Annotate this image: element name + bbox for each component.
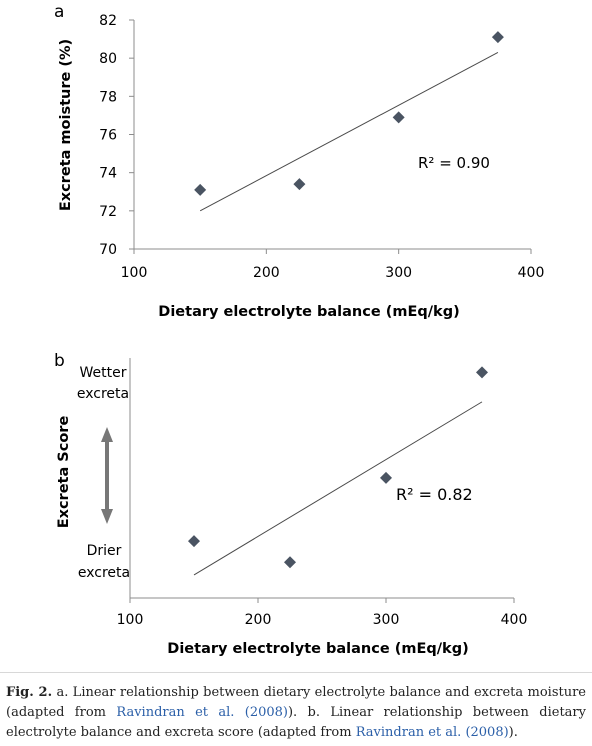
caption-label: Fig. 2. — [6, 685, 53, 700]
panel-a-letter: a — [54, 2, 64, 22]
double-arrow-icon — [101, 427, 113, 524]
panel-a-y-axis-title: Excreta moisture (%) — [58, 39, 74, 211]
panel-a-data-point — [194, 183, 207, 196]
caption-text-2: ). b. Linear relationship between dietar… — [6, 705, 586, 740]
panel-b-x-tick-label: 300 — [373, 612, 400, 628]
panel-b-y-top-label-line-1: Wetter — [80, 365, 127, 381]
panel-b-y-axis-title: Excreta Score — [56, 416, 72, 529]
panel-b-r2-label: R² = 0.82 — [396, 485, 473, 504]
panel-b-data-point — [476, 366, 488, 379]
caption-text-1: a. Linear relationship between dietary e… — [6, 685, 586, 720]
caption-reference-link-1[interactable]: Ravindran et al. (2008) — [116, 705, 288, 720]
panel-a-x-tick-label: 300 — [385, 265, 412, 281]
panel-b-x-tick-label: 100 — [117, 612, 144, 628]
panel-b-x-tick-label: 400 — [501, 612, 528, 628]
caption-divider — [0, 672, 592, 673]
panel-b-trendline — [193, 401, 483, 576]
panel-a-r2-label: R² = 0.90 — [418, 154, 490, 172]
panel-a-x-axis-title: Dietary electrolyte balance (mEq/kg) — [158, 304, 459, 320]
panel-a-y-tick-label: 74 — [99, 166, 117, 182]
panel-b-data-point — [188, 535, 200, 548]
caption-text-3: ). — [508, 725, 518, 740]
panel-a-y-tick-label: 70 — [99, 242, 117, 258]
panel-b-chart: b 100 200 300 400 Wetter excreta Drier excr… — [54, 351, 527, 657]
panel-a-y-tick-label: 76 — [99, 128, 117, 144]
panel-b-y-bottom-label-line-1: Drier — [87, 543, 122, 559]
panel-a-data-point — [392, 111, 405, 124]
panel-b-data-point — [284, 556, 296, 569]
panel-a-data-point — [491, 31, 504, 44]
panel-b-y-bottom-label-line-2: excreta — [78, 565, 130, 581]
panel-a-y-tick-label: 78 — [99, 89, 117, 105]
panel-a-data-point — [293, 178, 306, 191]
panel-b-data-point — [380, 471, 392, 484]
panel-a-y-tick-label: 82 — [99, 13, 117, 29]
panel-b-letter: b — [54, 351, 65, 371]
panel-b-x-tick-label: 200 — [245, 612, 272, 628]
panel-a-x-tick-label: 400 — [518, 265, 545, 281]
panel-b-y-top-label-line-2: excreta — [77, 386, 129, 402]
caption-reference-link-2[interactable]: Ravindran et al. (2008) — [355, 725, 509, 740]
figure-caption: Fig. 2. a. Linear relationship between d… — [6, 683, 586, 743]
panel-a-x-tick-label: 200 — [253, 265, 280, 281]
panel-a-trendline — [199, 52, 499, 212]
panel-a-y-tick-label: 80 — [99, 51, 117, 67]
panel-a-y-tick-label: 72 — [99, 204, 117, 220]
panel-a-x-tick-label: 100 — [121, 265, 148, 281]
panel-b-x-axis-title: Dietary electrolyte balance (mEq/kg) — [167, 641, 468, 657]
